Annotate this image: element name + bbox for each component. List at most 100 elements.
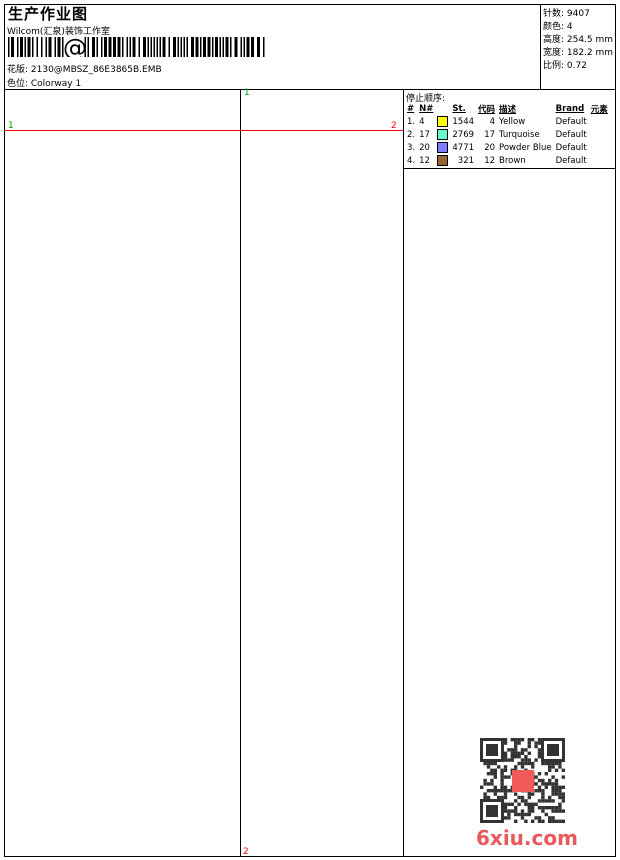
- marker-top: 1: [244, 88, 250, 98]
- barcode-bar: [143, 37, 146, 57]
- barcode-bar: [45, 37, 47, 57]
- barcode-bar: [104, 37, 107, 57]
- row-idx: 2.: [407, 129, 416, 140]
- row-desc: Brown: [499, 155, 526, 166]
- seal-icon: [512, 770, 534, 792]
- barcode-bar: [153, 37, 155, 57]
- barcode-bar: [36, 37, 38, 57]
- design-scale: 比例: 0.72: [543, 61, 587, 71]
- company-name: Wilcom(汇泉)装饰工作室: [7, 27, 110, 37]
- barcode-bar: [180, 37, 182, 57]
- barcode-bar: [222, 37, 224, 57]
- barcode-bar: [183, 37, 185, 57]
- barcode-bar: [41, 37, 43, 57]
- barcode: @: [8, 37, 265, 57]
- barcode-bar: [150, 37, 152, 57]
- barcode-bar: [8, 37, 10, 57]
- row-n: 12: [419, 155, 430, 166]
- barcode-bar: [27, 37, 31, 57]
- barcode-bar: [173, 37, 176, 57]
- row-desc: Turquoise: [499, 129, 540, 140]
- barcode-symbol: @: [63, 37, 87, 57]
- barcode-bar: [240, 37, 242, 57]
- barcode-bar: [57, 37, 61, 57]
- row-brand: Default: [555, 142, 587, 153]
- barcode-bar: [92, 37, 95, 57]
- colorway: 色位: Colorway 1: [7, 79, 82, 89]
- barcode-bar: [225, 37, 229, 57]
- barcode-bar: [186, 37, 188, 57]
- barcode-bar: [11, 37, 14, 57]
- barcode-bar: [96, 37, 98, 57]
- table-row: 1. 4 1544 4 Yellow Default: [405, 115, 610, 128]
- row-n: 17: [419, 129, 430, 140]
- color-swatch: [435, 154, 450, 167]
- embroidery-design: [4, 260, 403, 680]
- barcode-bar: [263, 37, 265, 57]
- barcode-bar: [191, 37, 194, 57]
- barcode-bar: [17, 37, 19, 57]
- barcode-bar: [48, 37, 52, 57]
- design-width: 宽度: 182.2 mm: [543, 48, 614, 58]
- barcode-bar: [32, 37, 34, 57]
- col-code: 代码: [478, 105, 496, 115]
- barcode-bar: [20, 37, 23, 57]
- barcode-bar: [203, 37, 206, 57]
- horizontal-center-line: [4, 130, 403, 131]
- barcode-bar: [113, 37, 116, 57]
- color-swatch: [435, 141, 450, 154]
- row-code: 12: [484, 155, 496, 166]
- barcode-bar: [147, 37, 149, 57]
- barcode-bar: [200, 37, 202, 57]
- barcode-bar: [138, 37, 140, 57]
- watermark-logo: 6xiu.com: [476, 826, 578, 850]
- row-idx: 3.: [407, 142, 416, 153]
- col-idx: #: [407, 104, 415, 114]
- row-code: 4: [489, 116, 496, 127]
- marker-left: 1: [8, 121, 14, 131]
- marker-right: 2: [391, 121, 397, 131]
- barcode-bar: [257, 37, 260, 57]
- page-title: 生产作业图: [8, 5, 89, 23]
- barcode-bar: [84, 37, 86, 57]
- barcode-bar: [108, 37, 112, 57]
- row-st: 1544: [452, 116, 475, 127]
- row-st: 2769: [452, 129, 475, 140]
- row-st: 4771: [452, 142, 475, 153]
- barcode-bar: [122, 37, 124, 57]
- col-desc: 描述: [499, 105, 517, 115]
- table-header: # N# St. 代码 描述 Brand 元素: [405, 103, 610, 115]
- design-height: 高度: 254.5 mm: [543, 35, 614, 45]
- barcode-bar: [207, 37, 211, 57]
- info-divider: [540, 4, 541, 89]
- barcode-bar: [62, 37, 64, 57]
- barcode-bar: [132, 37, 136, 57]
- barcode-bar: [251, 37, 254, 57]
- qr-code-icon: [480, 738, 565, 823]
- barcode-bar: [129, 37, 131, 57]
- barcode-bar: [162, 37, 166, 57]
- color-swatch: [435, 128, 450, 141]
- barcode-bar: [54, 37, 56, 57]
- row-st: 321: [457, 155, 475, 166]
- barcode-bar: [159, 37, 161, 57]
- stitch-count: 针数: 9407: [543, 9, 590, 19]
- row-desc: Powder Blue: [499, 142, 552, 153]
- stop-sequence-title: 停止顺序:: [406, 94, 446, 104]
- barcode-bar: [24, 37, 26, 57]
- design-file: 花版: 2130@MBSZ_86E3865B.EMB: [7, 65, 162, 75]
- col-element: 元素: [590, 105, 608, 115]
- barcode-bar: [243, 37, 245, 57]
- barcode-bar: [215, 37, 218, 57]
- barcode-bar: [156, 37, 158, 57]
- col-st: St.: [452, 104, 466, 114]
- table-row: 3. 20 4771 20 Powder Blue Default: [405, 141, 610, 154]
- marker-bottom: 2: [243, 847, 249, 857]
- row-element: [589, 128, 610, 141]
- barcode-bar: [117, 37, 121, 57]
- color-swatch: [435, 115, 450, 128]
- barcode-bar: [246, 37, 250, 57]
- row-element: [589, 115, 610, 128]
- barcode-bar: [195, 37, 199, 57]
- color-count: 颜色: 4: [543, 22, 573, 32]
